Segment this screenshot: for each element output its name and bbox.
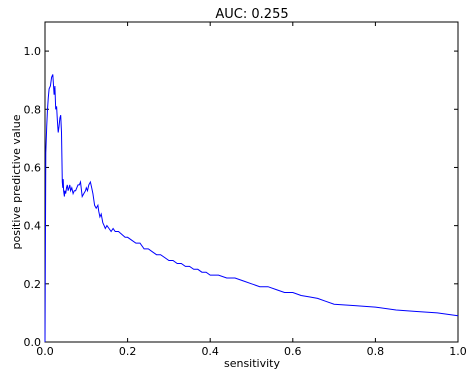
y-tick-label: 0.6 bbox=[24, 161, 42, 174]
y-axis-label: positive predictive value bbox=[10, 114, 23, 249]
x-tick-label: 0.6 bbox=[284, 345, 302, 358]
y-tick-label: 0.8 bbox=[24, 103, 42, 116]
x-axis-ticks: 0.0 0.2 0.4 0.6 0.8 1.0 bbox=[36, 22, 467, 358]
chart-title: AUC: 0.255 bbox=[215, 7, 288, 22]
x-tick-label: 1.0 bbox=[449, 345, 467, 358]
y-tick-label: 0.0 bbox=[24, 336, 42, 349]
y-tick-label: 1.0 bbox=[24, 45, 42, 58]
series-line bbox=[44, 74, 459, 343]
plot-frame bbox=[44, 21, 459, 343]
y-tick-label: 0.2 bbox=[24, 278, 42, 291]
x-axis-label: sensitivity bbox=[224, 357, 281, 370]
y-tick-label: 0.4 bbox=[24, 220, 42, 233]
x-tick-label: 0.8 bbox=[367, 345, 385, 358]
x-tick-label: 0.0 bbox=[36, 345, 54, 358]
x-tick-label: 0.4 bbox=[201, 345, 219, 358]
x-tick-label: 0.2 bbox=[119, 345, 137, 358]
y-axis-ticks: 0.0 0.2 0.4 0.6 0.8 1.0 bbox=[24, 45, 458, 349]
